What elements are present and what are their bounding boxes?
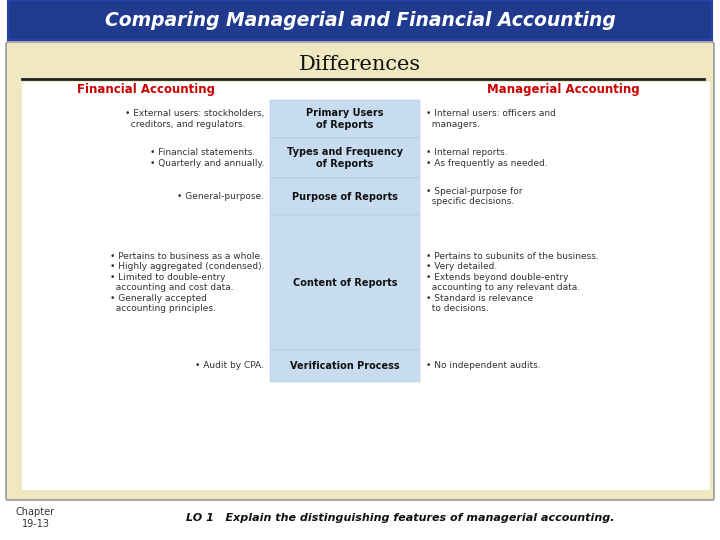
Text: Differences: Differences: [299, 55, 421, 73]
Text: LO 1   Explain the distinguishing features of managerial accounting.: LO 1 Explain the distinguishing features…: [186, 513, 614, 523]
Bar: [270, 138, 420, 178]
Bar: [270, 215, 420, 350]
Text: • General-purpose.: • General-purpose.: [177, 192, 264, 201]
Bar: [8, 0, 712, 40]
Text: • Pertains to subunits of the business.
• Very detailed.
• Extends beyond double: • Pertains to subunits of the business. …: [426, 252, 599, 313]
Text: • Pertains to business as a whole.
• Highly aggregated (condensed).
• Limited to: • Pertains to business as a whole. • Hig…: [109, 252, 264, 313]
Text: Verification Process: Verification Process: [290, 361, 400, 371]
FancyBboxPatch shape: [6, 42, 714, 500]
Text: Managerial Accounting: Managerial Accounting: [487, 84, 639, 97]
Bar: [270, 350, 420, 382]
Text: Primary Users
of Reports: Primary Users of Reports: [306, 108, 384, 130]
Text: • External users: stockholders,
  creditors, and regulators.: • External users: stockholders, creditor…: [125, 109, 264, 129]
Text: Types and Frequency
of Reports: Types and Frequency of Reports: [287, 147, 403, 169]
Text: • Internal reports.
• As frequently as needed.: • Internal reports. • As frequently as n…: [426, 148, 548, 168]
Text: • Financial statements.
• Quarterly and annually.: • Financial statements. • Quarterly and …: [150, 148, 264, 168]
Text: Chapter
19-13: Chapter 19-13: [16, 507, 55, 529]
Text: Purpose of Reports: Purpose of Reports: [292, 192, 398, 201]
Bar: [270, 178, 420, 215]
Bar: [270, 100, 420, 138]
Text: Content of Reports: Content of Reports: [293, 278, 397, 287]
Text: Financial Accounting: Financial Accounting: [77, 84, 215, 97]
Text: Comparing Managerial and Financial Accounting: Comparing Managerial and Financial Accou…: [104, 10, 616, 30]
Text: • Audit by CPA.: • Audit by CPA.: [195, 361, 264, 370]
Text: • Special-purpose for
  specific decisions.: • Special-purpose for specific decisions…: [426, 187, 523, 206]
Text: • No independent audits.: • No independent audits.: [426, 361, 541, 370]
Text: • Internal users: officers and
  managers.: • Internal users: officers and managers.: [426, 109, 556, 129]
Bar: [22, 82, 710, 490]
